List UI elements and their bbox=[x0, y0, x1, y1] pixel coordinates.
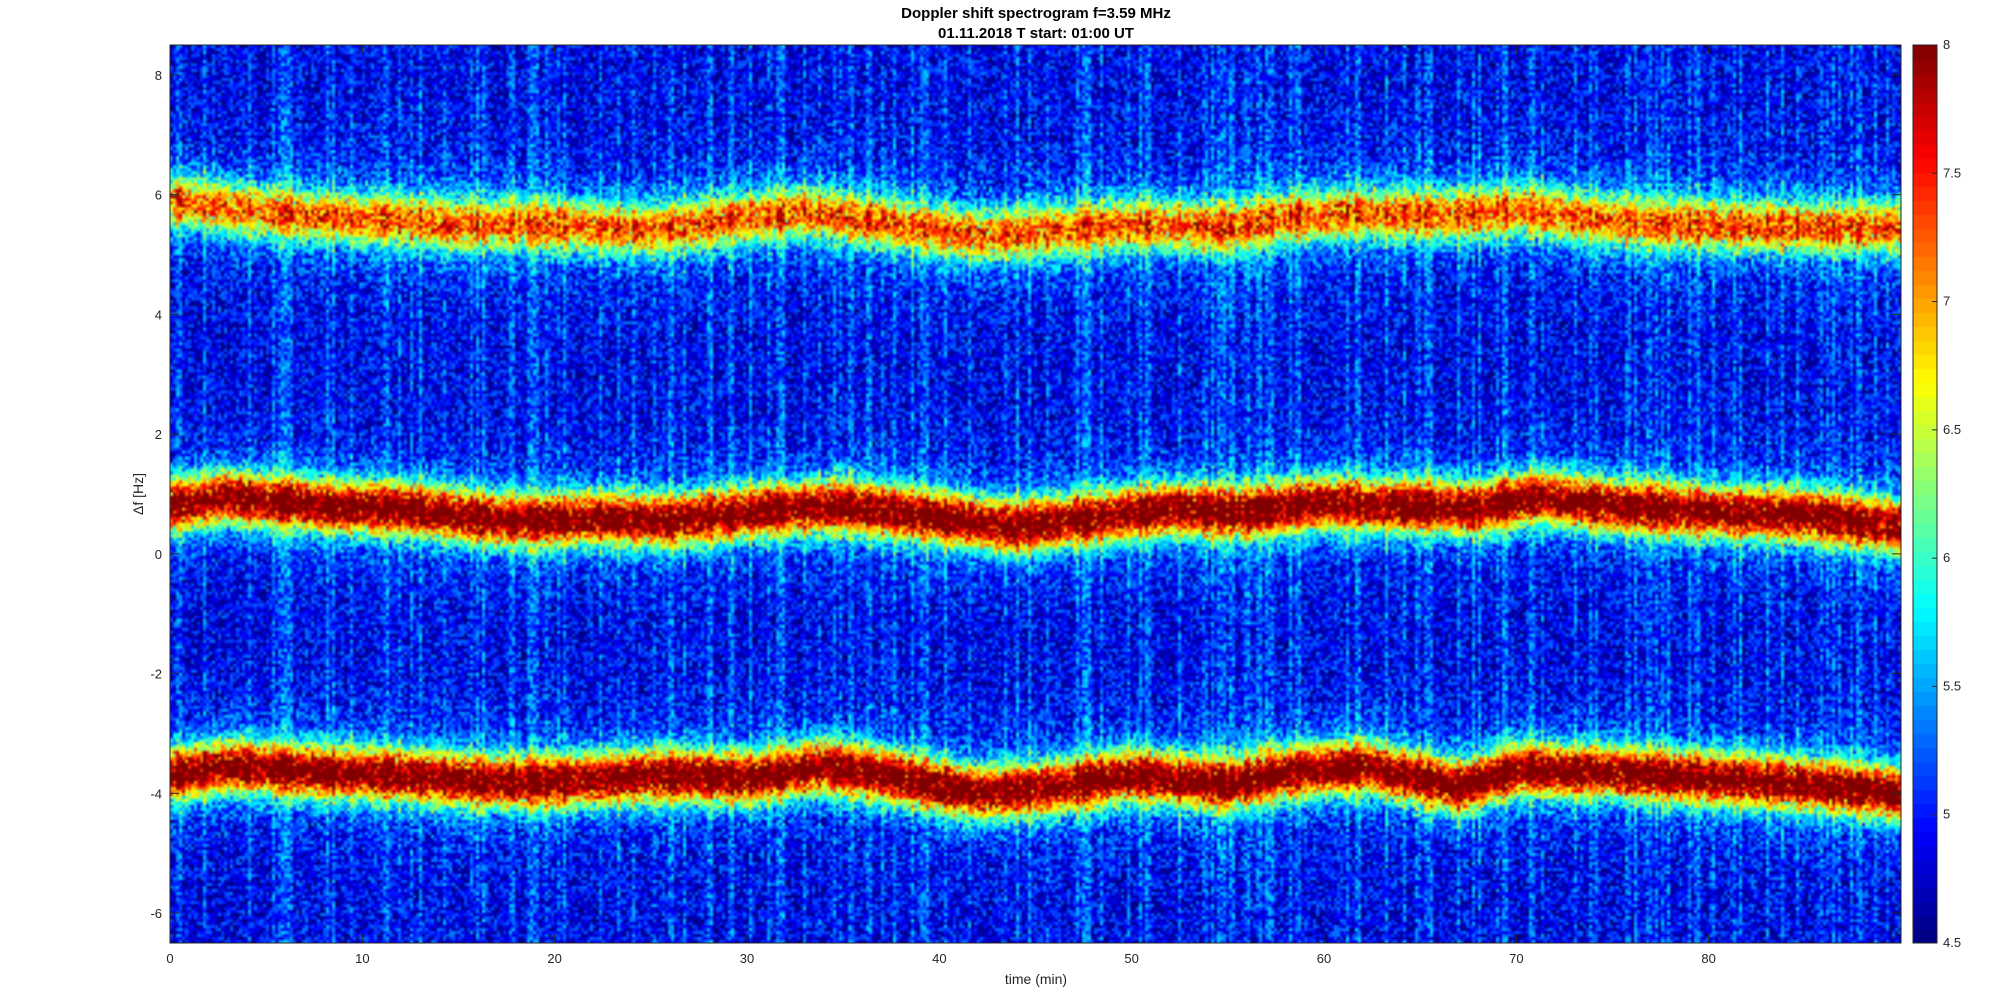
x-tick-label: 70 bbox=[1509, 951, 1523, 966]
colorbar-tick-label: 7.5 bbox=[1943, 165, 1961, 180]
colorbar-axis: 4.5 5 5.5 6 6.5 7 7.5 8 bbox=[1932, 37, 1961, 950]
colorbar-tick-label: 8 bbox=[1943, 37, 1950, 52]
y-tick-label: 6 bbox=[155, 188, 162, 203]
colorbar-gradient bbox=[1913, 45, 1937, 943]
spectrogram-image bbox=[170, 45, 1901, 943]
x-tick-label: 0 bbox=[166, 951, 173, 966]
y-tick-label: -6 bbox=[150, 906, 162, 921]
x-tick-label: 40 bbox=[932, 951, 946, 966]
spectrogram-plot-area bbox=[170, 45, 1901, 943]
x-axis-label: time (min) bbox=[1005, 971, 1067, 987]
colorbar-frame bbox=[1912, 44, 1938, 944]
colorbar bbox=[1913, 45, 1937, 943]
x-tick-label: 80 bbox=[1701, 951, 1715, 966]
y-tick-label: 8 bbox=[155, 68, 162, 83]
colorbar-tick-label: 6 bbox=[1943, 550, 1950, 565]
x-tick-label: 30 bbox=[740, 951, 754, 966]
x-tick-label: 50 bbox=[1124, 951, 1138, 966]
colorbar-tick-label: 4.5 bbox=[1943, 935, 1961, 950]
y-tick-label: -4 bbox=[150, 786, 162, 801]
chart-subtitle: 01.11.2018 T start: 01:00 UT bbox=[938, 25, 1134, 42]
colorbar-tick-label: 5 bbox=[1943, 807, 1950, 822]
x-axis: 0 10 20 30 40 50 60 70 80 bbox=[166, 45, 1716, 966]
colorbar-tick-label: 6.5 bbox=[1943, 422, 1961, 437]
x-tick-label: 10 bbox=[355, 951, 369, 966]
chart-title: Doppler shift spectrogram f=3.59 MHz bbox=[901, 5, 1171, 22]
y-tick-label: -2 bbox=[150, 667, 162, 682]
colorbar-tick-label: 7 bbox=[1943, 294, 1950, 309]
y-tick-label: 0 bbox=[155, 547, 162, 562]
y-tick-label: 2 bbox=[155, 427, 162, 442]
y-tick-label: 4 bbox=[155, 307, 162, 322]
x-tick-label: 20 bbox=[547, 951, 561, 966]
y-axis-label: Δf [Hz] bbox=[130, 473, 146, 515]
plot-frame bbox=[169, 44, 1902, 944]
colorbar-tick-label: 5.5 bbox=[1943, 678, 1961, 693]
x-tick-label: 60 bbox=[1317, 951, 1331, 966]
y-axis: -6 -4 -2 0 2 4 6 8 bbox=[150, 68, 1901, 921]
